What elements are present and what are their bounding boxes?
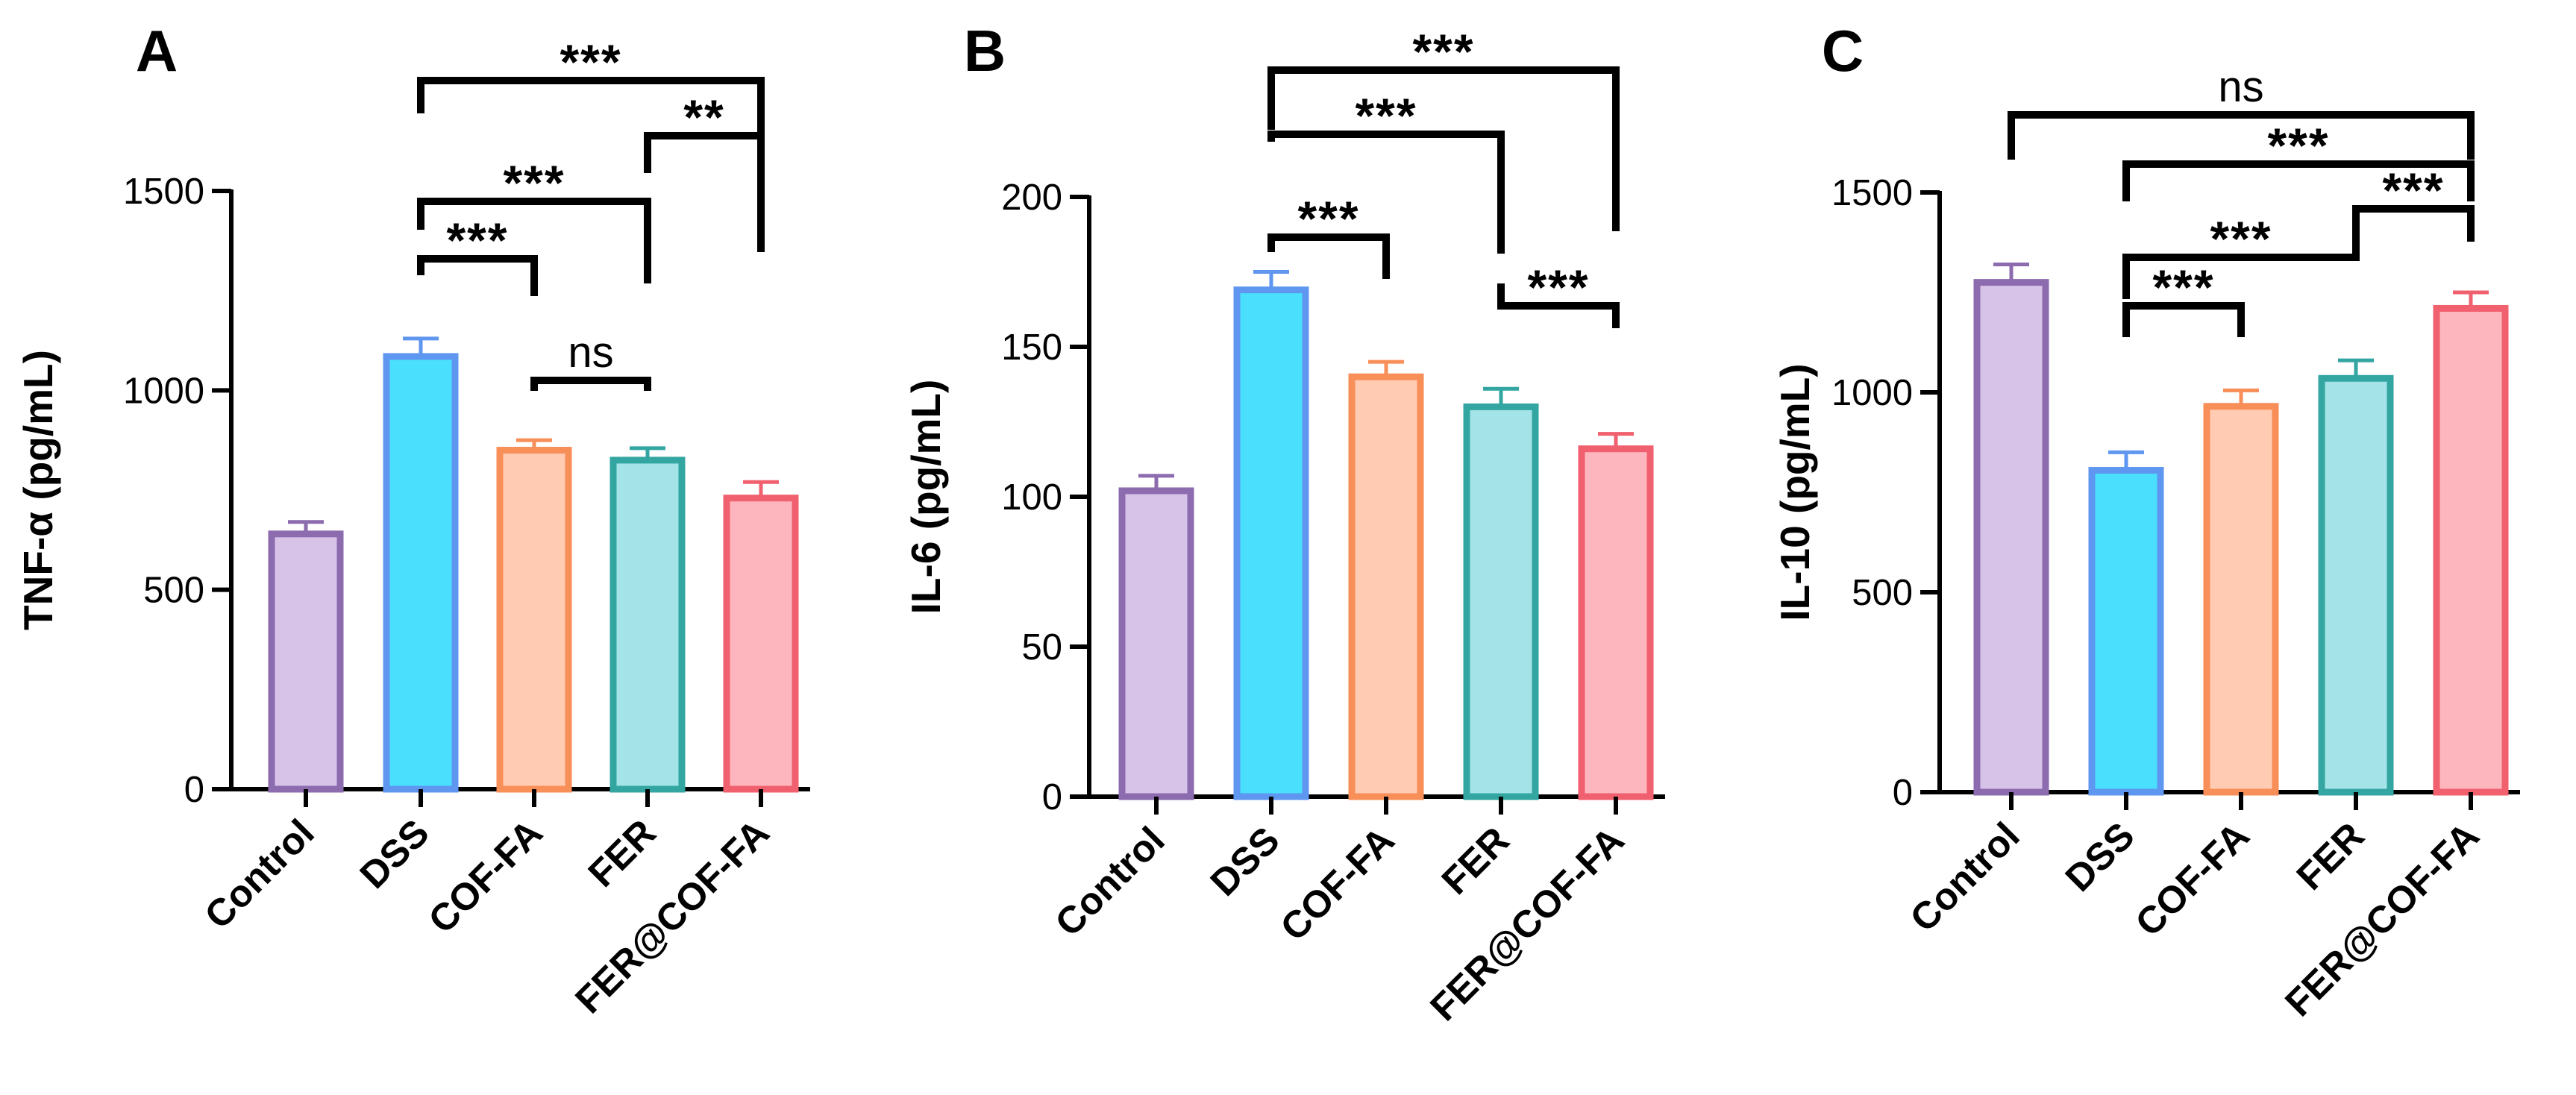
category-label: COF-FA (420, 811, 551, 941)
significance-bracket (530, 377, 651, 391)
bar-control (1118, 487, 1194, 800)
category-label: DSS (351, 811, 436, 896)
panel-letter: C (1822, 18, 1864, 84)
significance-bracket (1267, 131, 1505, 254)
category-label: COF-FA (1272, 818, 1403, 949)
bar-cof-fa (2203, 403, 2279, 796)
significance-label: *** (1355, 88, 1417, 143)
significance-label: *** (1412, 24, 1474, 79)
y-tick-label: 0 (1893, 773, 1913, 813)
significance-label: *** (503, 155, 565, 210)
significance-bracket (417, 255, 538, 296)
bar-fer-cof-fa (2433, 304, 2509, 796)
bar-fer-cof-fa (723, 495, 799, 793)
bar-cof-fa (1348, 373, 1424, 800)
category-label: FER@COF-FA (1422, 818, 1632, 1029)
category-label: FER@COF-FA (2277, 814, 2487, 1024)
significance-label: *** (2152, 260, 2214, 315)
significance-bracket (2008, 111, 2475, 160)
bar-control (268, 530, 344, 793)
category-label: FER (1433, 818, 1517, 902)
category-label: FER (580, 811, 663, 894)
y-tick-label: 1500 (1831, 173, 1913, 213)
significance-bracket (417, 198, 651, 283)
category-label: FER@COF-FA (567, 811, 777, 1021)
bar-cof-fa (496, 447, 572, 793)
panel-A: A TNF-α (pg/mL) 0 500 1000 1500 Control DSSCOF-… (15, 18, 810, 1021)
category-label: Control (1902, 814, 2028, 940)
bar-fer-cof-fa (1578, 445, 1654, 800)
category-label: FER (2288, 814, 2372, 897)
significance-label: *** (1527, 260, 1589, 315)
category-label: COF-FA (2127, 814, 2257, 944)
y-tick-label: 500 (143, 571, 204, 611)
y-tick-label: 50 (1021, 627, 1062, 668)
significance-label: ns (568, 328, 613, 377)
significance-bracket (644, 132, 765, 222)
bar-fer (1463, 403, 1539, 800)
y-tick-label: 100 (1001, 477, 1062, 518)
significance-bracket (2352, 205, 2475, 242)
significance-label: ns (2218, 63, 2263, 111)
bar-dss (383, 353, 459, 793)
significance-bracket (2122, 228, 2360, 299)
y-axis-label: IL-10 (pg/mL) (1772, 363, 1818, 621)
significance-bracket (1267, 66, 1620, 231)
significance-label: *** (560, 34, 621, 90)
y-tick-label: 150 (1001, 327, 1062, 368)
category-label: Control (1047, 818, 1173, 944)
y-tick-label: 1500 (123, 172, 204, 212)
bar-dss (1233, 286, 1309, 800)
category-label: Control (196, 811, 322, 937)
panel-letter: A (136, 18, 178, 84)
significance-label: *** (2210, 211, 2272, 266)
significance-label: *** (446, 213, 508, 268)
y-tick-label: 1000 (123, 371, 204, 411)
bar-dss (2088, 467, 2164, 796)
bar-control (1973, 279, 2049, 796)
bar-fer (609, 456, 686, 793)
category-label: DSS (1202, 818, 1287, 903)
significance-bracket (2122, 302, 2245, 337)
panel-B: B IL-6 (pg/mL) 0 50 100 150 200 Control DSSCOF-F… (903, 18, 1665, 1029)
significance-label: *** (2382, 163, 2444, 218)
y-tick-label: 0 (1042, 777, 1062, 818)
significance-bracket (1267, 233, 1390, 279)
significance-label: *** (2267, 118, 2329, 173)
significance-bracket (2122, 160, 2475, 201)
significance-label: ** (683, 90, 724, 145)
category-label: DSS (2057, 814, 2142, 899)
y-axis-label: IL-6 (pg/mL) (903, 380, 949, 615)
y-tick-label: 1000 (1831, 373, 1913, 413)
bar-fer (2318, 374, 2394, 796)
significance-label: *** (1297, 191, 1359, 246)
panel-letter: B (964, 18, 1006, 84)
y-tick-label: 200 (1001, 178, 1062, 218)
y-axis-label: TNF-α (pg/mL) (15, 350, 61, 630)
significance-bracket (1497, 283, 1620, 328)
y-tick-label: 500 (1852, 573, 1913, 613)
y-tick-label: 0 (184, 770, 204, 810)
panel-C: C IL-10 (pg/mL) 0 500 1000 1500 Control DSSCOF-… (1772, 18, 2520, 1024)
